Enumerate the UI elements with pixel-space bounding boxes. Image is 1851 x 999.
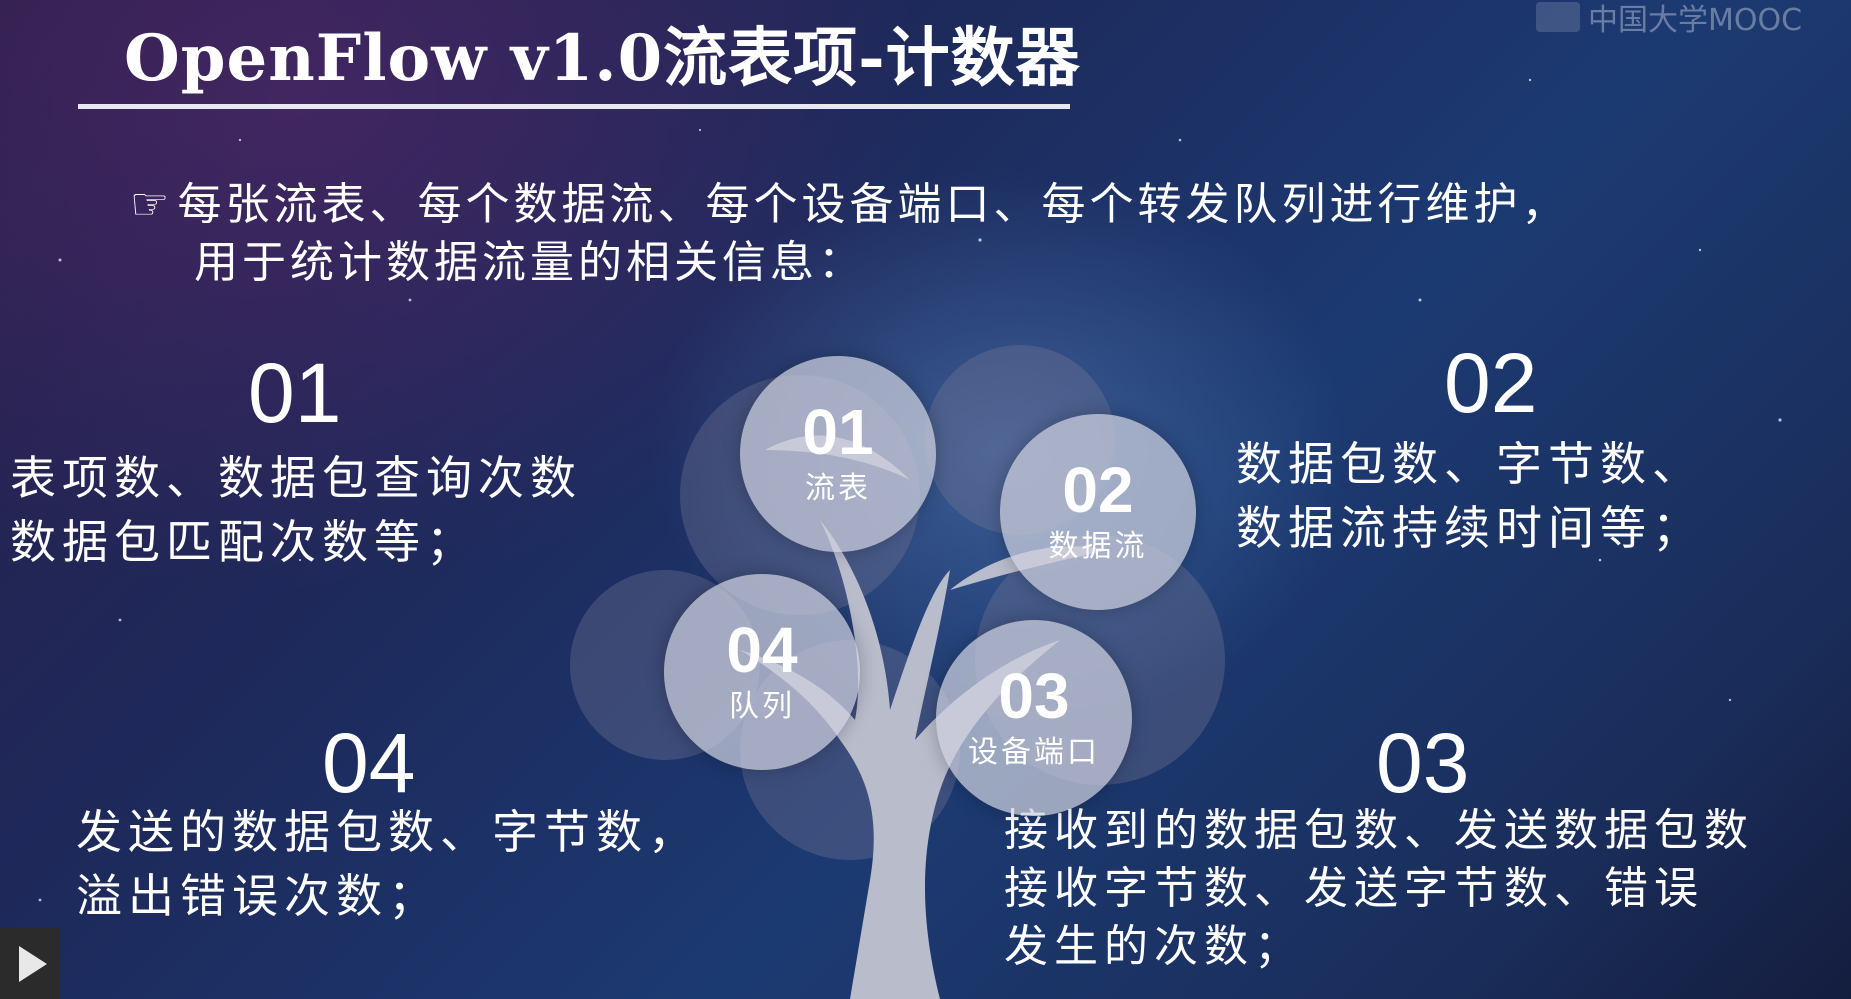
intro-line-2: 用于统计数据流量的相关信息：: [194, 237, 866, 288]
circle-03-label: 设备端口: [968, 735, 1100, 770]
play-icon: [19, 945, 47, 982]
circle-01-number: 01: [802, 396, 874, 468]
section-01-line-2: 数据包匹配次数等；: [10, 515, 478, 569]
slide-title: OpenFlow v1.0流表项-计数器: [124, 21, 1081, 96]
section-04-line-1: 发送的数据包数、字节数，: [76, 805, 700, 859]
circle-04-number: 04: [726, 614, 798, 686]
section-03-number: 03: [1376, 716, 1470, 810]
section-04-text: 发送的数据包数、字节数， 溢出错误次数；: [76, 800, 700, 928]
circle-02-data-flow: 02 数据流: [1000, 414, 1196, 610]
section-03-text: 接收到的数据包数、发送数据包数 接收字节数、发送字节数、错误 发生的次数；: [1004, 802, 1754, 976]
circle-03-number: 03: [998, 660, 1070, 732]
section-03-line-1: 接收到的数据包数、发送数据包数: [1004, 805, 1754, 856]
watermark-text: 中国大学MOOC: [1588, 3, 1803, 38]
intro-line-1: 每张流表、每个数据流、每个设备端口、每个转发队列进行维护，: [177, 179, 1570, 230]
section-01-number: 01: [248, 346, 342, 440]
circle-04-label: 队列: [729, 689, 795, 724]
section-03-line-3: 发生的次数；: [1004, 921, 1304, 972]
circle-01-label: 流表: [805, 471, 871, 506]
title-underline: [78, 104, 1070, 109]
section-02-line-1: 数据包数、字节数、: [1236, 437, 1704, 491]
section-03-line-2: 接收字节数、发送字节数、错误: [1004, 863, 1704, 914]
play-button[interactable]: [0, 928, 60, 999]
section-02-number: 02: [1444, 336, 1538, 430]
pointing-hand-icon: ☞: [130, 179, 174, 230]
section-04-number: 04: [322, 716, 416, 810]
section-02-line-2: 数据流持续时间等；: [1236, 501, 1704, 555]
section-01-line-1: 表项数、数据包查询次数: [10, 451, 582, 505]
circle-01-flow-table: 01 流表: [740, 356, 936, 552]
circle-04-queue: 04 队列: [664, 574, 860, 770]
intro-text: ☞每张流表、每个数据流、每个设备端口、每个转发队列进行维护， 用于统计数据流量的…: [130, 176, 1569, 292]
section-01-text: 表项数、数据包查询次数 数据包匹配次数等；: [10, 446, 582, 574]
watermark: 中国大学MOOC: [1536, 0, 1802, 38]
circle-03-device-port: 03 设备端口: [936, 620, 1132, 816]
circle-02-label: 数据流: [1048, 529, 1148, 564]
section-02-text: 数据包数、字节数、 数据流持续时间等；: [1236, 432, 1704, 560]
circle-02-number: 02: [1062, 454, 1134, 526]
section-04-line-2: 溢出错误次数；: [76, 869, 440, 923]
mooc-logo-icon: [1536, 2, 1580, 32]
